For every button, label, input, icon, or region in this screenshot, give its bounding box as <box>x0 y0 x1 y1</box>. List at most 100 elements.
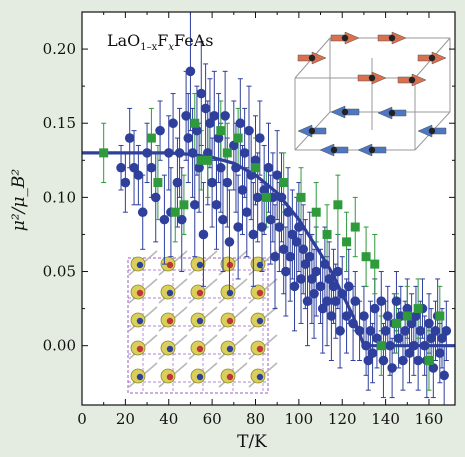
spin-site <box>408 76 416 84</box>
data-point-circle <box>365 326 376 336</box>
data-point-circle <box>155 125 165 136</box>
data-point-circle <box>222 177 233 188</box>
inset-spin-site <box>226 345 234 353</box>
data-point-circle <box>350 296 361 306</box>
data-point-circle <box>322 296 332 306</box>
data-point-square <box>376 341 386 351</box>
data-point-square <box>222 148 232 158</box>
data-point-square <box>402 311 412 321</box>
data-point-circle <box>441 326 452 336</box>
data-point-circle <box>341 311 352 321</box>
data-point-circle <box>385 340 395 351</box>
spin-cube-inset <box>294 31 451 157</box>
data-point-circle <box>369 303 380 314</box>
data-point-circle <box>189 199 200 210</box>
inset-spin-site <box>226 261 234 269</box>
data-point-circle <box>250 155 261 166</box>
tick-labels: 0 20 40 60 80 100 120 140 160 0.00 0.05 0.10 0.15 0.2… <box>43 40 444 428</box>
data-point-circle <box>419 340 430 351</box>
data-point-circle <box>124 133 135 143</box>
inset-spin-site <box>136 261 144 269</box>
inset-spin-site <box>226 317 234 325</box>
data-point-circle <box>116 162 126 173</box>
data-point-circle <box>400 326 410 336</box>
data-point-circle <box>437 333 447 344</box>
data-point-circle <box>430 326 441 336</box>
data-point-circle <box>207 177 217 188</box>
data-point-square <box>435 311 445 321</box>
data-point-circle <box>242 207 252 218</box>
data-point-circle <box>363 355 374 366</box>
y-axis-label: μ²/μ_B² <box>9 169 29 232</box>
data-point-circle <box>142 148 152 158</box>
data-point-circle <box>439 370 449 381</box>
data-point-circle <box>415 326 426 336</box>
data-point-circle <box>255 133 265 143</box>
x-tick-label: 160 <box>415 410 444 428</box>
data-point-circle <box>328 281 339 292</box>
data-point-circle <box>413 355 423 366</box>
data-point-circle <box>218 214 228 225</box>
data-point-square <box>190 118 200 128</box>
spin-site <box>341 34 349 42</box>
data-point-circle <box>229 140 239 151</box>
data-point-circle <box>129 162 139 173</box>
data-point-circle <box>202 148 213 158</box>
data-point-circle <box>317 303 328 314</box>
data-point-square <box>391 318 401 328</box>
spin-site <box>428 127 436 135</box>
data-point-square <box>203 155 213 165</box>
spin-site <box>368 74 376 82</box>
y-tick-label: 0.00 <box>43 337 76 355</box>
data-point-circle <box>361 340 371 351</box>
data-point-circle <box>259 185 269 195</box>
data-point-circle <box>298 244 308 255</box>
data-point-circle <box>213 133 224 143</box>
x-tick-label: 60 <box>203 410 222 428</box>
data-point-circle <box>426 333 436 344</box>
plot-frame <box>81 11 456 406</box>
data-point-circle <box>393 333 404 344</box>
inset-spin-site <box>136 317 144 325</box>
spin-site <box>428 54 436 62</box>
data-point-circle <box>402 303 413 314</box>
data-point-circle <box>387 363 397 373</box>
data-point-circle <box>391 296 402 306</box>
data-point-circle <box>406 318 417 329</box>
data-point-circle <box>309 288 319 299</box>
data-point-circle <box>372 333 382 344</box>
data-point-circle <box>320 259 330 269</box>
spin-site <box>388 109 396 117</box>
data-point-circle <box>380 326 391 336</box>
data-point-square <box>279 178 289 188</box>
data-point-square <box>146 133 156 143</box>
x-tick-label: 120 <box>328 410 357 428</box>
inset-spin-site <box>256 373 264 381</box>
inset-spin-site <box>166 373 174 381</box>
data-point-square <box>350 222 360 232</box>
data-point-circle <box>263 162 274 173</box>
inset-spin-site <box>256 345 264 353</box>
data-point-square <box>196 155 206 165</box>
data-point-square <box>370 259 380 269</box>
spin-site <box>388 34 396 42</box>
data-point-circle <box>311 266 322 277</box>
compound-label: LaO1–xFxFeAs <box>107 31 214 53</box>
inset-spin-site <box>166 345 174 353</box>
data-point-circle <box>209 111 220 121</box>
inset-spin-site <box>196 261 204 269</box>
data-point-circle <box>133 170 144 180</box>
data-point-circle <box>265 214 276 225</box>
data-point-circle <box>276 192 287 203</box>
spin-site <box>330 146 338 154</box>
data-point-square <box>179 200 189 210</box>
data-point-square <box>250 163 260 173</box>
data-point-square <box>413 304 423 314</box>
y-tick-label: 0.05 <box>43 263 76 281</box>
data-markers <box>99 66 452 381</box>
y-tick-label: 0.20 <box>43 40 76 58</box>
x-tick-label: 0 <box>77 410 87 428</box>
inset-spin-site <box>226 289 234 297</box>
y-tick-label: 0.15 <box>43 114 76 132</box>
data-point-circle <box>285 251 295 262</box>
